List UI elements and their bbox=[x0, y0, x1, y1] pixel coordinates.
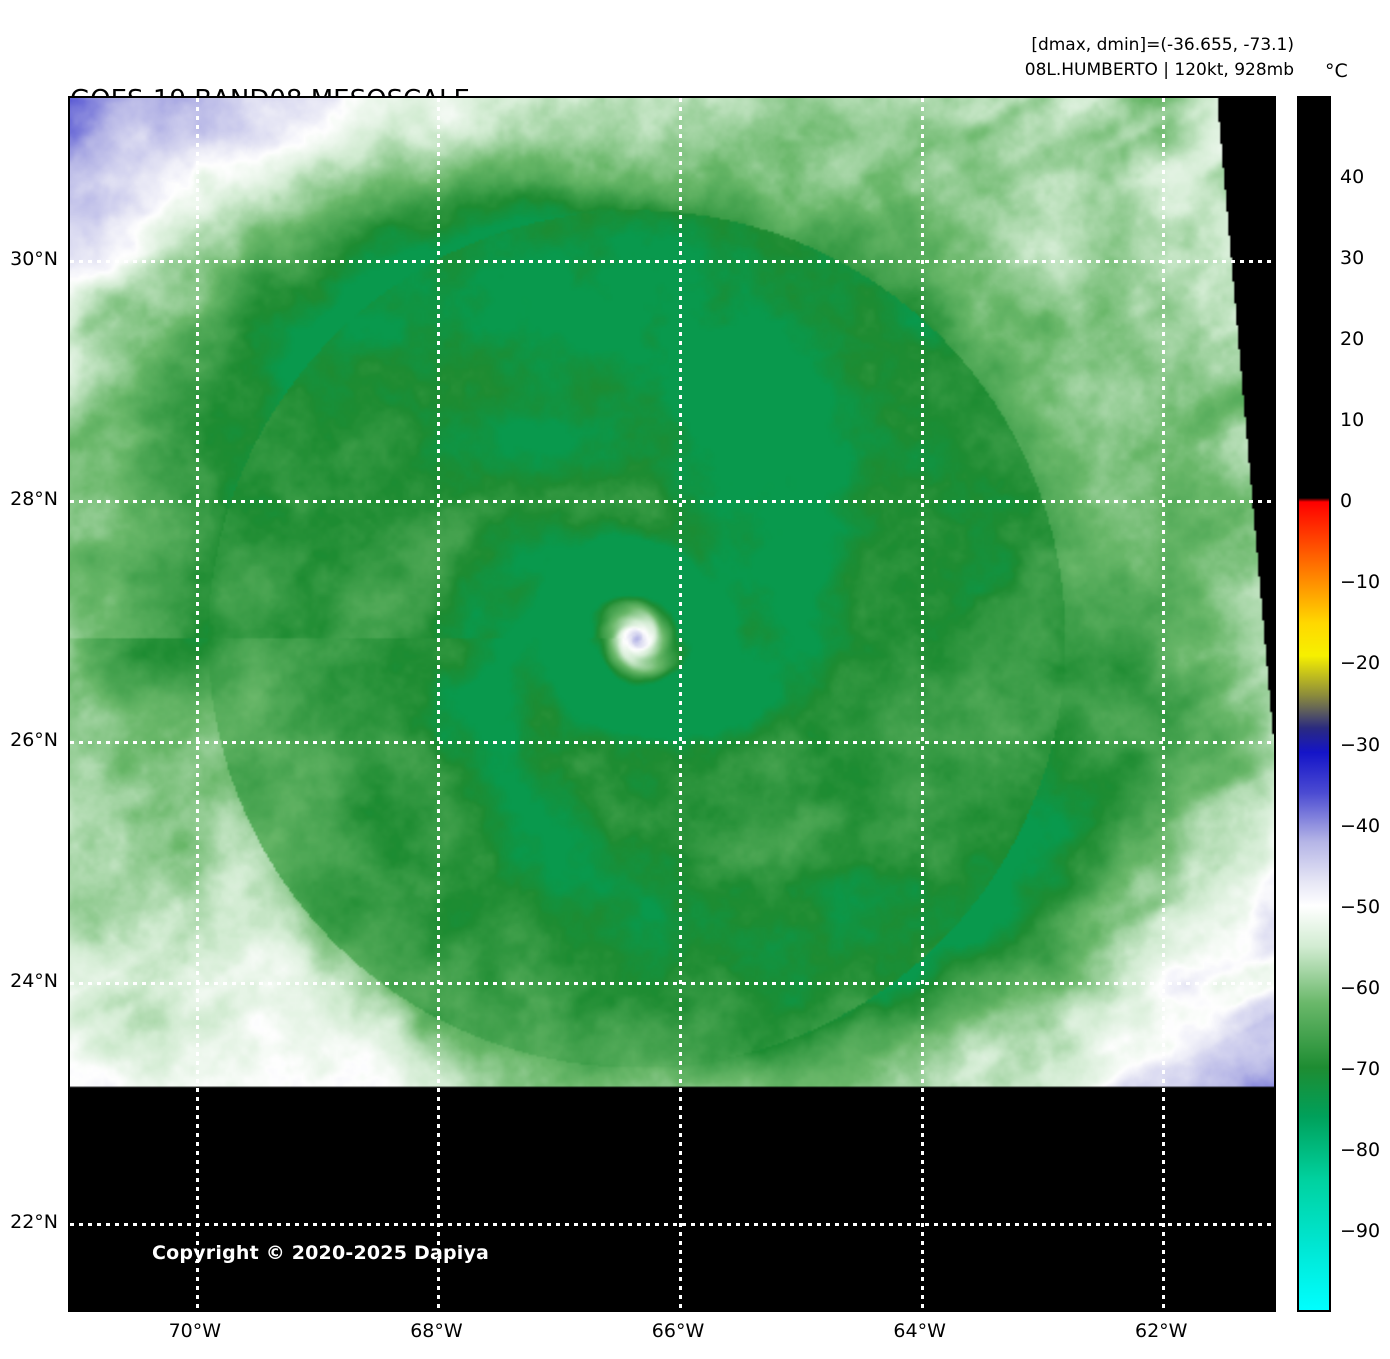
colorbar-tick-label: −20 bbox=[1340, 652, 1381, 675]
colorbar-tick-label: −80 bbox=[1340, 1138, 1381, 1161]
colorbar-tick-label: 10 bbox=[1340, 409, 1365, 432]
colorbar-tick-label: −10 bbox=[1340, 571, 1381, 594]
colorbar-tick-label: −90 bbox=[1340, 1219, 1381, 1242]
colorbar-unit-label: °C bbox=[1325, 60, 1348, 82]
colorbar-tick-label: −60 bbox=[1340, 976, 1381, 999]
x-axis-tick-label: 64°W bbox=[893, 1320, 946, 1342]
colorbar-tick-label: 40 bbox=[1340, 166, 1365, 189]
x-axis-tick-label: 70°W bbox=[168, 1320, 222, 1342]
satellite-image-plot: Copyright © 2020-2025 Dapiya bbox=[68, 96, 1276, 1312]
data-range-label: [dmax, dmin]=(-36.655, -73.1) bbox=[1031, 35, 1294, 55]
copyright-label: Copyright © 2020-2025 Dapiya bbox=[152, 1242, 490, 1264]
colorbar-tick-label: 0 bbox=[1340, 490, 1353, 513]
colorbar-tick-label: −50 bbox=[1340, 895, 1381, 918]
colorbar-tick-label: 20 bbox=[1340, 328, 1365, 351]
y-axis-tick-label: 30°N bbox=[10, 247, 58, 270]
y-axis-tick-label: 24°N bbox=[10, 969, 58, 992]
colorbar-tick-label: −40 bbox=[1340, 814, 1381, 837]
y-axis-tick-label: 26°N bbox=[10, 729, 58, 752]
storm-info-label: 08L.HUMBERTO | 120kt, 928mb bbox=[1024, 59, 1294, 80]
colorbar-tick-label: −30 bbox=[1340, 733, 1381, 756]
satellite-imagery-canvas bbox=[70, 98, 1274, 1310]
colorbar-tick-label: −70 bbox=[1340, 1057, 1381, 1080]
x-axis-tick-label: 62°W bbox=[1135, 1320, 1188, 1342]
y-axis-tick-label: 28°N bbox=[10, 488, 58, 511]
colorbar-tick-label: 30 bbox=[1340, 247, 1365, 270]
colorbar-gradient bbox=[1299, 98, 1329, 1310]
metadata-block: [dmax, dmin]=(-36.655, -73.1) 08L.HUMBER… bbox=[1025, 33, 1294, 82]
colorbar bbox=[1297, 96, 1331, 1312]
x-axis-tick-label: 68°W bbox=[410, 1320, 463, 1342]
x-axis-tick-label: 66°W bbox=[651, 1320, 705, 1342]
y-axis-tick-label: 22°N bbox=[10, 1210, 58, 1233]
